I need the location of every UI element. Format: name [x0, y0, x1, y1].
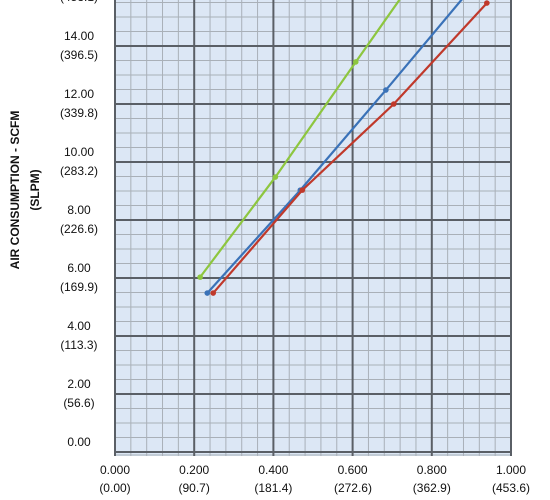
x-tick-label: 1.000: [496, 463, 526, 477]
y2-tick-label: (396.5): [60, 48, 98, 62]
y-tick-label: 2.00: [67, 377, 91, 391]
data-point: [272, 174, 279, 180]
y2-tick-label: (226.6): [60, 222, 98, 236]
data-point: [204, 290, 211, 296]
y-tick-label: 0.00: [67, 435, 91, 449]
data-point: [383, 87, 389, 93]
y-tick-label: 4.00: [67, 319, 91, 333]
data-point: [197, 274, 203, 280]
y2-axis-title: (SLPM): [28, 169, 42, 210]
y2-tick-label: (283.2): [60, 164, 98, 178]
series-line: [212, 2, 488, 294]
data-point: [352, 59, 359, 65]
x2-tick-label: (453.6): [492, 481, 530, 495]
y2-tick-label: (56.6): [63, 396, 94, 410]
x-tick-label: 0.600: [338, 463, 368, 477]
y2-tick-label: (169.9): [60, 280, 98, 294]
data-point: [299, 187, 306, 193]
data-point: [210, 290, 217, 296]
x-tick-label: 0.000: [100, 463, 130, 477]
x2-tick-label: (0.00): [99, 481, 130, 495]
y-tick-label: 10.00: [64, 145, 94, 159]
y-tick-label: 12.00: [64, 87, 94, 101]
data-point: [484, 0, 490, 6]
y-tick-label: 6.00: [67, 261, 91, 275]
x-tick-label: 0.800: [417, 463, 447, 477]
y2-tick-label: (339.8): [60, 106, 98, 120]
y-axis-title: AIR CONSUMPTION - SCFM: [8, 111, 22, 270]
series-line: [199, 0, 401, 278]
y-tick-label: 8.00: [67, 203, 91, 217]
x2-tick-label: (181.4): [254, 481, 292, 495]
x2-tick-label: (90.7): [179, 481, 210, 495]
plot-area: [115, 0, 511, 456]
y2-tick-label: (453.1): [60, 0, 98, 4]
x2-tick-label: (362.9): [413, 481, 451, 495]
grid: [114, 0, 512, 456]
y2-tick-label: (113.3): [60, 338, 97, 352]
x-tick-label: 0.200: [179, 463, 209, 477]
series-group: [197, 0, 490, 296]
y-tick-label: 14.00: [64, 29, 94, 43]
x-tick-label: 0.400: [258, 463, 288, 477]
x2-tick-label: (272.6): [334, 481, 372, 495]
data-point: [390, 101, 397, 107]
series-line: [206, 0, 463, 294]
